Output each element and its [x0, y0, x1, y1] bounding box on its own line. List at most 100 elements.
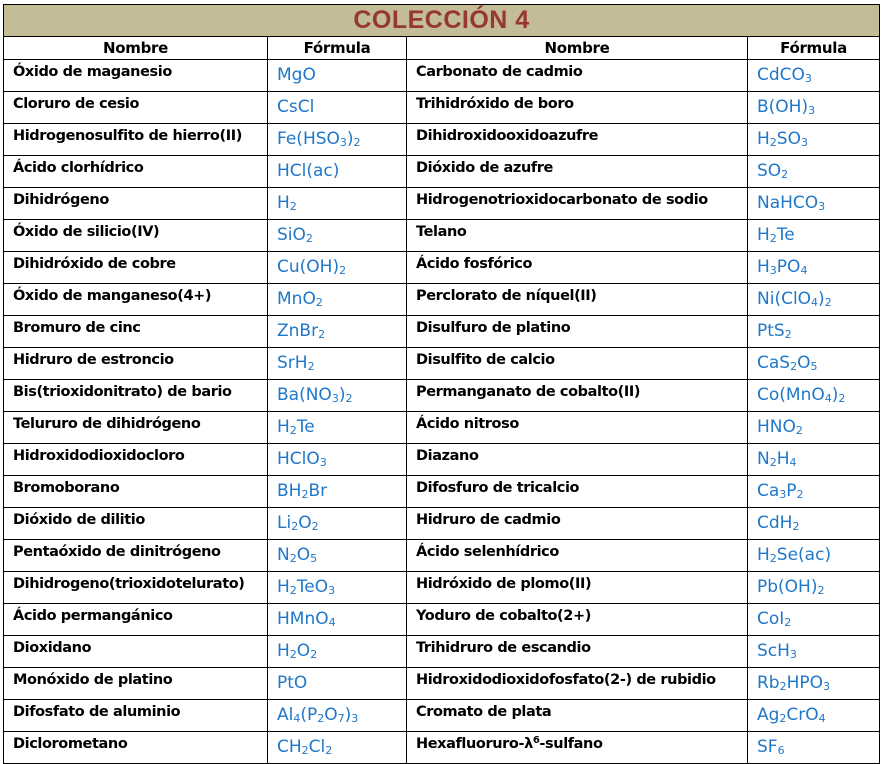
- compound-formula-right: NaHCO3: [746, 187, 881, 220]
- table-title: COLECCIÓN 4: [2, 4, 881, 37]
- compound-formula-right: ScH3: [746, 635, 881, 668]
- compound-formula-right: CaS2O5: [746, 347, 881, 380]
- compound-formula-right: SF6: [746, 731, 881, 764]
- compound-name-right: Yoduro de cobalto(2+): [406, 603, 748, 636]
- compound-name-left: Bis(trioxidonitrato) de bario: [3, 379, 268, 412]
- compound-formula-left: Li2O2: [267, 507, 407, 540]
- compound-formula-right: B(OH)3: [746, 91, 881, 124]
- compound-formula-right: Pb(OH)2: [746, 571, 881, 604]
- compound-formula-left: HCl(ac): [267, 155, 407, 188]
- compound-formula-right: Ni(ClO4)2: [746, 283, 881, 316]
- compound-formula-left: H2O2: [267, 635, 407, 668]
- compound-formula-right: PtS2: [746, 315, 881, 348]
- compound-name-left: Óxido de silicio(IV): [3, 219, 268, 252]
- compound-name-right: Disulfito de calcio: [406, 347, 748, 380]
- header-formula-left: Fórmula: [267, 36, 407, 60]
- table-row: Pentaóxido de dinitrógeno N2O5 Ácido selen…: [3, 539, 881, 572]
- compound-name-left: Dióxido de dilitio: [3, 507, 268, 540]
- table-row: Ácido permangánico HMnO4 Yoduro de cobalto…: [3, 603, 881, 636]
- compound-formula-left: MnO2: [267, 283, 407, 316]
- compounds-table: COLECCIÓN 4 Nombre Fórmula Nombre Fórmul…: [2, 4, 881, 764]
- header-name-left: Nombre: [3, 36, 268, 60]
- compound-name-left: Diclorometano: [3, 731, 268, 764]
- compound-name-right: Dihidroxidooxidoazufre: [406, 123, 748, 156]
- compound-formula-left: ZnBr2: [267, 315, 407, 348]
- table-row: Difosfato de aluminio Al4(P2O7)3 Cromato d…: [3, 699, 881, 732]
- table-row: Dihidrogeno(trioxidotelurato) H2TeO3 Hidró…: [3, 571, 881, 604]
- compound-formula-right: H2SO3: [746, 123, 881, 156]
- table-row: Bromoborano BH2Br Difosfuro de tricalcio Ca…: [3, 475, 881, 508]
- compound-name-left: Cloruro de cesio: [3, 91, 268, 124]
- table-row: Ácido clorhídrico HCl(ac) Dióxido de azufr…: [3, 155, 881, 188]
- compound-name-right: Difosfuro de tricalcio: [406, 475, 748, 508]
- compound-formula-left: CsCl: [267, 91, 407, 124]
- compound-formula-right: H2Te: [746, 219, 881, 252]
- compound-name-right: Cromato de plata: [406, 699, 748, 732]
- compound-formula-left: MgO: [267, 59, 407, 92]
- compound-formula-right: SO2: [746, 155, 881, 188]
- compound-name-left: Óxido de manganeso(4+): [3, 283, 268, 316]
- compound-name-left: Hidrogenosulfito de hierro(II): [3, 123, 268, 156]
- compound-name-left: Dihidrogeno(trioxidotelurato): [3, 571, 268, 604]
- compound-formula-left: Fe(HSO3)2: [267, 123, 407, 156]
- compound-formula-right: H2Se(ac): [746, 539, 881, 572]
- compound-name-left: Difosfato de aluminio: [3, 699, 268, 732]
- compound-name-left: Dihidrógeno: [3, 187, 268, 220]
- compound-formula-left: BH2Br: [267, 475, 407, 508]
- compound-formula-left: H2Te: [267, 411, 407, 444]
- compound-name-left: Telururo de dihidrógeno: [3, 411, 268, 444]
- compound-name-right: Disulfuro de platino: [406, 315, 748, 348]
- header-formula-right: Fórmula: [746, 36, 881, 60]
- compound-name-right: Hidruro de cadmio: [406, 507, 748, 540]
- compound-formula-right: Ag2CrO4: [746, 699, 881, 732]
- compound-formula-right: CoI2: [746, 603, 881, 636]
- compound-name-right: Perclorato de níquel(II): [406, 283, 748, 316]
- compound-name-left: Óxido de maganesio: [3, 59, 268, 92]
- header-name-right: Nombre: [406, 36, 748, 60]
- compound-name-right: Hidróxido de plomo(II): [406, 571, 748, 604]
- compound-name-right: Hidrogenotrioxidocarbonato de sodio: [406, 187, 748, 220]
- compound-name-left: Ácido permangánico: [3, 603, 268, 636]
- compound-name-left: Dihidróxido de cobre: [3, 251, 268, 284]
- compound-formula-left: HClO3: [267, 443, 407, 476]
- table-row: Óxido de maganesio MgO Carbonato de cadmio…: [3, 59, 881, 92]
- compound-formula-right: CdH2: [746, 507, 881, 540]
- compound-name-right: Permanganato de cobalto(II): [406, 379, 748, 412]
- table-body: Óxido de maganesio MgO Carbonato de cadmio…: [3, 59, 881, 764]
- compound-formula-right: N2H4: [746, 443, 881, 476]
- table-row: Óxido de manganeso(4+) MnO2 Perclorato de …: [3, 283, 881, 316]
- compound-formula-left: HMnO4: [267, 603, 407, 636]
- compound-name-left: Pentaóxido de dinitrógeno: [3, 539, 268, 572]
- compound-formula-right: CdCO3: [746, 59, 881, 92]
- compound-formula-left: SiO2: [267, 219, 407, 252]
- compound-name-left: Dioxidano: [3, 635, 268, 668]
- compound-name-right: Dióxido de azufre: [406, 155, 748, 188]
- table-row: Dióxido de dilitio Li2O2 Hidruro de cadmio…: [3, 507, 881, 540]
- compound-formula-right: H3PO4: [746, 251, 881, 284]
- compound-formula-right: Co(MnO4)2: [746, 379, 881, 412]
- table-row: Bis(trioxidonitrato) de bario Ba(NO3)2 Per…: [3, 379, 881, 412]
- compound-formula-left: Al4(P2O7)3: [267, 699, 407, 732]
- table-row: Hidroxidodioxidocloro HClO3 Diazano N2H4: [3, 443, 881, 476]
- compound-formula-left: CH2Cl2: [267, 731, 407, 764]
- table-row: Dioxidano H2O2 Trihidruro de escandio ScH3: [3, 635, 881, 668]
- compound-name-right: Ácido fosfórico: [406, 251, 748, 284]
- compound-name-right: Diazano: [406, 443, 748, 476]
- compound-name-left: Ácido clorhídrico: [3, 155, 268, 188]
- compound-name-right: Trihidróxido de boro: [406, 91, 748, 124]
- compound-formula-right: Ca3P2: [746, 475, 881, 508]
- table-row: Bromuro de cinc ZnBr2 Disulfuro de platino…: [3, 315, 881, 348]
- table-row: Diclorometano CH2Cl2 Hexafluoruro-λ6-sulfa…: [3, 731, 881, 764]
- table-row: Hidruro de estroncio SrH2 Disulfito de cal…: [3, 347, 881, 380]
- table-row: Dihidróxido de cobre Cu(OH)2 Ácido fosfóri…: [3, 251, 881, 284]
- compound-name-left: Hidruro de estroncio: [3, 347, 268, 380]
- compound-formula-left: H2TeO3: [267, 571, 407, 604]
- compound-formula-right: HNO2: [746, 411, 881, 444]
- compound-name-right: Trihidruro de escandio: [406, 635, 748, 668]
- compound-name-left: Bromoborano: [3, 475, 268, 508]
- compound-formula-left: Ba(NO3)2: [267, 379, 407, 412]
- compound-formula-left: N2O5: [267, 539, 407, 572]
- compound-name-right: Ácido selenhídrico: [406, 539, 748, 572]
- table-row: Cloruro de cesio CsCl Trihidróxido de boro…: [3, 91, 881, 124]
- compound-formula-left: SrH2: [267, 347, 407, 380]
